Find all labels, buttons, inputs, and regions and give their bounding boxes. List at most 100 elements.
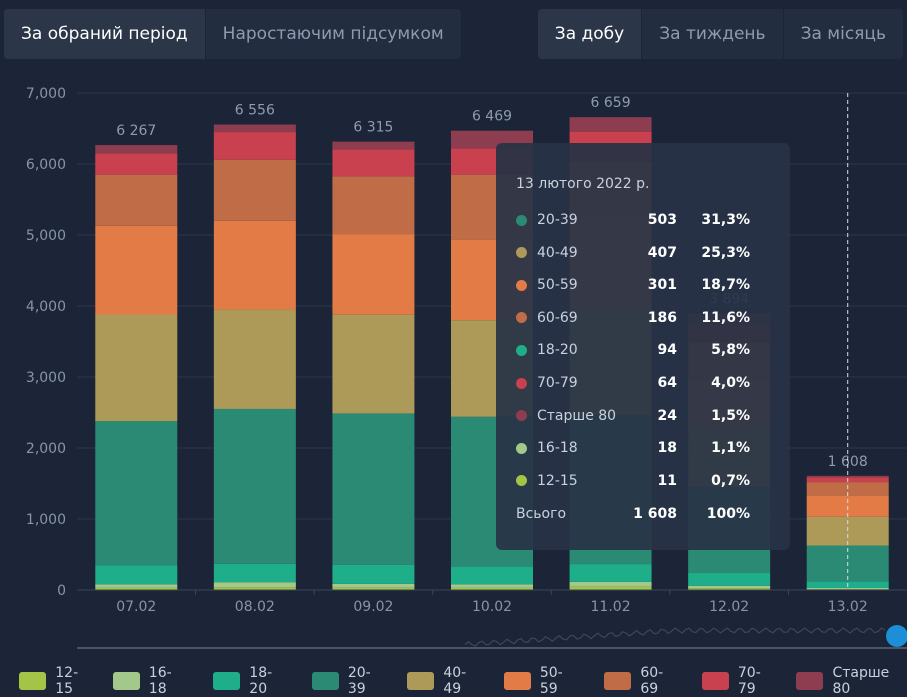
bar-total-label: 6 469 [472,109,512,125]
tooltip-row: 70-79 64 4,0% [516,373,750,393]
tab-per-week[interactable]: За тиждень [641,9,782,59]
tooltip-row-percent: 31,3% [701,212,750,228]
tooltip-total-row: Всього 1 608 100% [516,504,750,524]
series-dot-icon [516,214,527,226]
tooltip-total-value: 1 608 [633,506,677,522]
tab-per-month[interactable]: За місяць [782,9,903,59]
bar-segment [688,573,771,586]
tooltip-row-label: 70-79 [537,375,578,391]
tooltip-row-percent: 11,6% [701,309,750,326]
y-tick-label: 6,000 [26,157,66,173]
bar-segment [332,149,415,177]
x-tick-label: 12.02 [709,599,749,615]
tooltip-row: 40-49 407 25,3% [516,243,750,263]
bar-segment [451,587,533,590]
tab-selected-period[interactable]: За обраний період [4,9,205,59]
tooltip-row: 60-69 186 11,6% [516,308,750,328]
bar-segment [806,495,889,517]
tooltip-row: 16-18 18 1,1% [516,438,750,458]
bar-segment [332,176,415,235]
x-tick-label: 11.02 [591,599,631,615]
bar-segment [332,234,415,315]
legend-item[interactable]: 20-39 [311,665,387,697]
bar-segment [95,145,178,154]
tooltip-row-label: 50-59 [537,277,578,294]
x-tick-label: 13.02 [828,599,868,615]
legend-item[interactable]: 70-79 [701,665,777,697]
legend-item[interactable]: 18-20 [213,665,288,697]
y-tick-label: 2,000 [26,441,66,457]
y-tick-label: 5,000 [26,228,66,244]
x-tick-label: 10.02 [472,599,512,615]
period-tabs: За добу За тиждень За місяць [537,9,903,59]
x-tick-label: 07.02 [116,599,156,615]
legend-item[interactable]: 40-49 [407,665,482,697]
bar-segment [332,413,415,565]
bar-segment [213,220,296,310]
legend-item[interactable]: 60-69 [604,665,679,697]
bar-segment [213,408,296,564]
tab-per-day[interactable]: За добу [537,9,642,59]
legend-swatch [311,672,339,690]
bar-total-label: 6 659 [591,95,631,111]
legend-item[interactable]: 50-59 [503,665,579,697]
bar-segment [95,314,178,422]
view-mode-tabs: За обраний період Наростаючим підсумком [4,9,461,59]
bar-segment [332,314,415,414]
bar-segment [806,587,889,590]
chart-tooltip: 13 лютого 2022 р. 20-39 503 31,3% 40-49 407 2… [496,143,790,550]
legend-swatch [407,672,435,690]
bar-segment [95,584,178,588]
legend-item[interactable]: Старше 80 [796,665,907,697]
bar-segment [95,421,178,566]
bar-segment [332,141,415,150]
chart-legend: 12-15 16-18 18-20 20-39 40-49 50-59 60-69 70-79… [19,665,907,697]
tooltip-row-value: 186 [647,309,677,326]
bar-segment [95,174,178,226]
y-tick-label: 0 [57,583,66,599]
bar-segment [95,565,178,585]
navigator-series [464,627,886,647]
bar-total-label: 6 267 [116,123,156,139]
tooltip-row-value: 18 [657,440,677,457]
bar-segment [95,225,178,315]
legend-swatch [796,672,824,690]
tooltip-total-label: Всього [516,506,567,522]
legend-label: 16-18 [148,665,172,697]
tooltip-row-label: 18-20 [537,342,578,359]
tooltip-row-label: 20-39 [537,212,578,228]
bar-segment [451,584,533,588]
series-dot-icon [516,410,527,422]
legend-label: Старше 80 [832,665,890,697]
legend-label: 70-79 [737,665,761,697]
tooltip-row-value: 301 [647,277,677,294]
bar-segment [806,475,889,478]
legend-label: 18-20 [249,665,273,697]
tab-cumulative[interactable]: Наростаючим підсумком [204,9,461,59]
x-tick-label: 09.02 [353,599,393,615]
tooltip-row-percent: 18,7% [701,277,750,294]
y-tick-label: 3,000 [26,370,66,386]
legend-item[interactable]: 16-18 [112,665,188,697]
bar-total-label: 6 556 [235,103,275,119]
tooltip-row-label: Старше 80 [537,407,617,424]
legend-label: 50-59 [539,665,563,697]
legend-swatch [112,672,140,690]
bar-segment [569,581,652,587]
bar-segment [213,124,296,133]
bar-segment [213,132,296,160]
series-dot-icon [516,279,527,291]
bar-segment [213,563,296,583]
tooltip-row-percent: 25,3% [701,244,750,261]
y-tick-label: 4,000 [26,299,66,315]
bar-segment [569,586,652,590]
tooltip-row-value: 94 [657,342,677,359]
bar-segment [569,564,652,582]
bar-segment [451,566,533,585]
tooltip-row-percent: 0,7% [711,472,750,489]
tooltip-row: 18-20 94 5,8% [516,340,750,360]
legend-item[interactable]: 12-15 [19,665,94,697]
x-tick-label: 08.02 [235,599,275,615]
bar-segment [688,588,771,590]
navigator-handle [886,625,907,647]
